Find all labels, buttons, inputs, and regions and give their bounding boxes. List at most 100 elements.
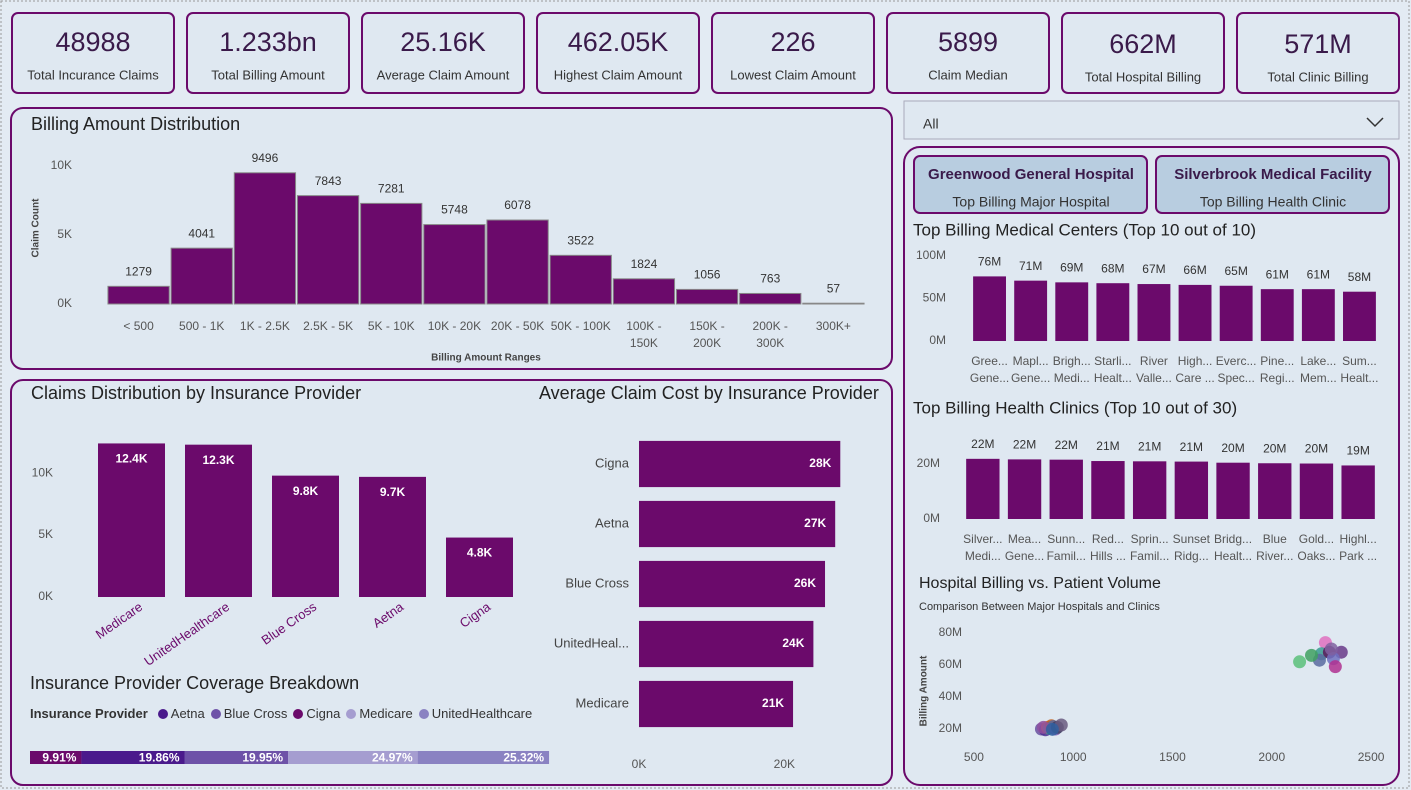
data-label: 7843 xyxy=(315,174,342,188)
legend-item[interactable]: Cigna xyxy=(293,706,340,721)
x-tick-label: 0K xyxy=(632,757,647,771)
bar xyxy=(1096,283,1130,341)
x-tick-label: Blue River... xyxy=(1256,532,1294,563)
top-card xyxy=(1155,155,1390,214)
bar xyxy=(675,288,739,305)
y-tick-label: 80M xyxy=(939,625,962,639)
kpi-label: Total Incurance Claims xyxy=(27,67,159,82)
x-tick-label: 1500 xyxy=(1159,750,1186,764)
legend-item[interactable]: Medicare xyxy=(346,706,413,721)
legend-title: Insurance Provider xyxy=(30,706,148,721)
filter-value[interactable]: All xyxy=(923,116,939,132)
bar xyxy=(107,285,170,305)
kpi-card xyxy=(361,12,525,94)
data-label: 76M xyxy=(978,255,1001,269)
data-label: 19M xyxy=(1346,444,1369,458)
chart-title: Top Billing Health Clinics (Top 10 out o… xyxy=(913,398,1237,417)
kpi-value: 226 xyxy=(770,27,815,57)
x-tick-label: Sprin... Famil... xyxy=(1129,532,1170,563)
top-card-label: Top Billing Health Clinic xyxy=(1200,194,1346,210)
data-label: 5748 xyxy=(441,203,468,217)
legend-swatch xyxy=(210,708,221,719)
x-tick-label: Gold... Oaks... xyxy=(1297,532,1336,563)
y-axis-label: Billing Amount xyxy=(919,655,930,726)
data-label: 6078 xyxy=(504,198,531,212)
y-tick-label: UnitedHeal... xyxy=(554,635,629,650)
bar xyxy=(739,292,802,305)
chevron-icon[interactable] xyxy=(1366,117,1384,128)
bar xyxy=(1049,459,1083,519)
data-label: 4.8K xyxy=(467,546,493,560)
bar xyxy=(549,254,612,305)
kpi-value: 5899 xyxy=(938,27,998,57)
chart-title: Billing Amount Distribution xyxy=(31,114,240,134)
bar xyxy=(639,620,814,668)
bar xyxy=(612,278,676,305)
kpi-card xyxy=(11,12,175,94)
y-tick-label: 0K xyxy=(57,296,72,310)
legend-item[interactable]: Blue Cross xyxy=(210,706,288,721)
data-label: 1056 xyxy=(694,268,721,282)
legend-label: Cigna xyxy=(306,706,341,721)
chart-title: Top Billing Medical Centers (Top 10 out … xyxy=(913,220,1256,239)
data-label: 68M xyxy=(1101,261,1124,275)
chart-title: Hospital Billing vs. Patient Volume xyxy=(919,575,1161,592)
x-tick-label: Silver... Medi... xyxy=(963,532,1003,563)
x-tick-label: Everc... Spec... xyxy=(1215,354,1257,385)
data-label: 24K xyxy=(782,636,804,650)
kpi-label: Total Clinic Billing xyxy=(1267,69,1368,84)
data-label: 57 xyxy=(827,281,841,295)
data-label: 25.32% xyxy=(503,751,544,765)
kpi-label: Total Hospital Billing xyxy=(1085,69,1201,84)
y-tick-label: 5K xyxy=(57,227,72,241)
x-tick-label: 2500 xyxy=(1358,750,1385,764)
bar xyxy=(639,560,826,608)
bar xyxy=(170,247,233,305)
x-tick-label: 150K - 200K xyxy=(689,319,725,350)
bar xyxy=(1132,461,1167,519)
kpi-label: Claim Median xyxy=(928,67,1007,82)
scatter-point xyxy=(1045,722,1059,736)
x-axis-label: Billing Amount Ranges xyxy=(431,353,541,364)
kpi-card xyxy=(711,12,875,94)
x-tick-label: Sunset Ridg... xyxy=(1172,532,1211,563)
scatter-point xyxy=(1305,648,1318,662)
x-tick-label: Starli... Healt... xyxy=(1093,354,1132,385)
x-tick-label: 2.5K - 5K xyxy=(303,319,354,333)
legend-item[interactable]: Aetna xyxy=(157,706,205,721)
data-label: 19.95% xyxy=(242,751,283,765)
bar xyxy=(1343,291,1376,341)
chart-title: Insurance Provider Coverage Breakdown xyxy=(30,673,359,693)
data-label: 20M xyxy=(1221,441,1244,455)
bar xyxy=(423,224,486,305)
y-tick-label: 20M xyxy=(939,721,962,735)
kpi-label: Lowest Claim Amount xyxy=(730,67,856,82)
kpi-value: 462.05K xyxy=(568,27,669,57)
data-label: 61M xyxy=(1307,267,1330,281)
x-tick-label: Lake... Mem... xyxy=(1300,354,1337,385)
data-label: 763 xyxy=(760,272,780,286)
bar xyxy=(1216,462,1250,519)
x-tick-label: High... Care ... xyxy=(1175,354,1215,385)
data-label: 22M xyxy=(971,437,994,451)
filter-dropdown[interactable] xyxy=(903,100,1400,140)
data-label: 7281 xyxy=(378,182,405,196)
legend-item[interactable]: UnitedHealthcare xyxy=(418,706,532,721)
bar xyxy=(1260,289,1294,341)
legend-label: Blue Cross xyxy=(223,706,288,721)
bar xyxy=(1341,465,1375,519)
data-label: 28K xyxy=(809,456,831,470)
bar xyxy=(1174,461,1209,519)
x-tick-label: Gree... Gene... xyxy=(969,354,1010,385)
bar xyxy=(1091,461,1125,519)
data-label: 19.86% xyxy=(139,751,180,765)
bar xyxy=(296,195,360,305)
bar xyxy=(966,458,1000,519)
bar xyxy=(973,276,1006,341)
x-tick-label: 1000 xyxy=(1060,750,1087,764)
data-label: 4041 xyxy=(188,226,215,240)
chart-title: Average Claim Cost by Insurance Provider xyxy=(539,383,879,403)
bar xyxy=(98,443,165,597)
bar-segment xyxy=(30,751,82,764)
